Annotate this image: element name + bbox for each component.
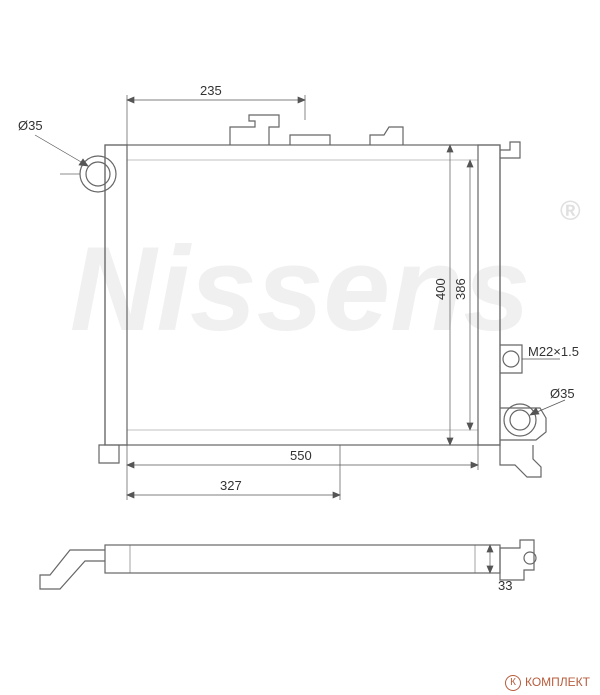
top-bracket-3 <box>370 127 403 145</box>
dim-400-label: 400 <box>433 278 448 300</box>
dim-thread-label: M22×1.5 <box>528 344 579 359</box>
dim-327-arr-r <box>333 492 340 498</box>
dim-386-label: 386 <box>453 278 468 300</box>
dim-327-label: 327 <box>220 478 242 493</box>
side-body <box>105 545 500 573</box>
side-right-fitting <box>500 540 534 580</box>
dim-dia35r-label: Ø35 <box>550 386 575 401</box>
right-bottom-bracket <box>500 445 541 477</box>
dim-33-arr-b <box>487 566 493 573</box>
dim-550-arr-r <box>471 462 478 468</box>
left-bottom-mount <box>99 445 119 463</box>
dim-386-arr-t <box>467 160 473 167</box>
dim-327-arr-l <box>127 492 134 498</box>
footer-brand: К КОМПЛЕКТ <box>505 675 590 691</box>
drawing-page: Nissens ® <box>0 0 600 695</box>
side-left-outlet <box>40 550 105 589</box>
dim-235-label: 235 <box>200 83 222 98</box>
radiator-side-view <box>40 540 536 589</box>
dim-386-arr-b <box>467 423 473 430</box>
right-port-outer <box>504 404 536 436</box>
dim-235-arr-r <box>298 97 305 103</box>
right-top-cap <box>500 142 520 158</box>
drawing-svg: Nissens ® <box>0 0 600 695</box>
dim-235-arr-l <box>127 97 134 103</box>
watermark-reg: ® <box>560 195 581 226</box>
dim-dia35l-label: Ø35 <box>18 118 43 133</box>
left-port-inner <box>86 162 110 186</box>
footer-text: КОМПЛЕКТ <box>525 675 590 689</box>
footer-icon: К <box>505 675 521 691</box>
dim-dia35l-leader <box>35 135 88 166</box>
right-port-inner <box>510 410 530 430</box>
dim-400-arr-t <box>447 145 453 152</box>
dim-400-arr-b <box>447 438 453 445</box>
top-bracket-2 <box>290 135 330 145</box>
dim-550-label: 550 <box>290 448 312 463</box>
dim-33-label: 33 <box>498 578 512 593</box>
dim-33-arr-t <box>487 545 493 552</box>
top-bracket-1 <box>230 115 279 145</box>
dim-550-arr-l <box>127 462 134 468</box>
